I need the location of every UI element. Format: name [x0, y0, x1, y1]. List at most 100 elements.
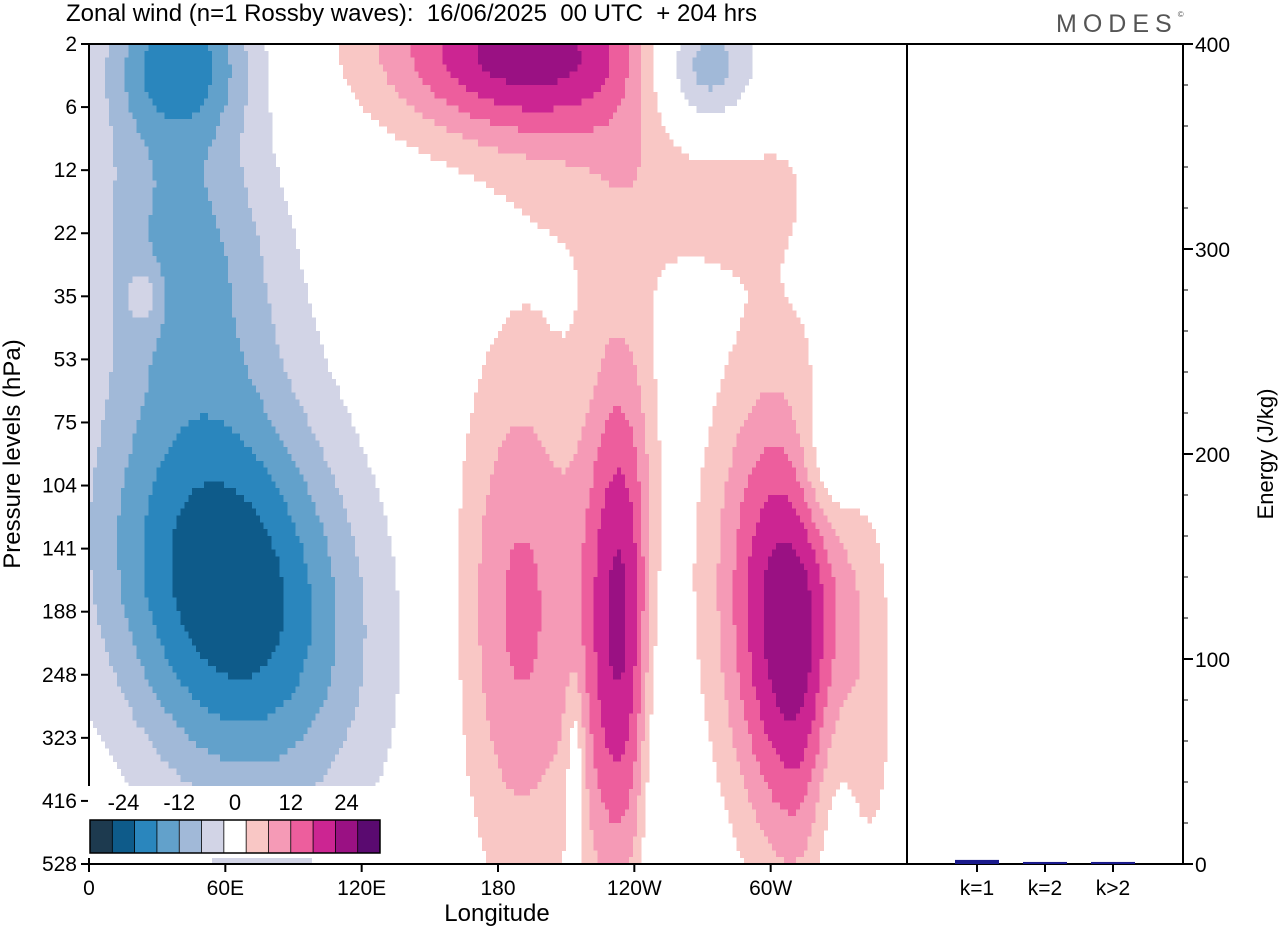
contour-cell: [605, 126, 610, 134]
contour-cell: [227, 249, 233, 257]
contour-cell: [136, 44, 142, 52]
contour-cell: [533, 146, 539, 154]
contour-cell: [660, 221, 666, 230]
contour-cell: [744, 310, 749, 318]
contour-cell: [140, 201, 146, 209]
contour-cell: [490, 153, 495, 161]
contour-cell: [450, 132, 455, 141]
contour-cell: [430, 85, 436, 93]
contour-cell: [692, 235, 698, 243]
contour-cell: [259, 57, 265, 66]
contour-cell: [573, 221, 579, 230]
contour-cell: [128, 105, 134, 113]
contour-cell: [279, 269, 285, 277]
contour-cell: [545, 44, 551, 52]
contour-cell: [593, 290, 598, 298]
contour-cell: [625, 78, 630, 86]
contour-cell: [553, 78, 559, 86]
contour-cell: [108, 98, 114, 107]
contour-cell: [517, 85, 523, 93]
contour-cell: [692, 78, 698, 86]
contour-cell: [569, 187, 575, 195]
contour-cell: [744, 167, 749, 175]
contour-cell: [410, 64, 416, 72]
contour-cell: [120, 242, 126, 250]
contour-cell: [267, 242, 273, 250]
contour-cell: [589, 208, 594, 216]
contour-cell: [716, 64, 721, 72]
contour-cell: [96, 331, 102, 339]
contour-cell: [644, 187, 650, 195]
contour-cell: [208, 50, 213, 59]
contour-cell: [140, 167, 146, 175]
contour-cell: [490, 78, 495, 86]
contour-cell: [156, 71, 162, 79]
contour-cell: [498, 112, 503, 120]
contour-cell: [410, 119, 416, 127]
contour-cell: [168, 235, 173, 243]
contour-cell: [92, 167, 98, 175]
contour-cell: [152, 201, 158, 209]
contour-cell: [490, 64, 495, 72]
contour-cell: [410, 132, 416, 141]
contour-cell: [208, 331, 213, 339]
contour-cell: [541, 119, 547, 127]
contour-cell: [263, 139, 269, 148]
contour-cell: [216, 146, 221, 154]
contour-cell: [164, 78, 170, 86]
contour-cell: [366, 105, 372, 113]
contour-cell: [752, 228, 757, 236]
contour-cell: [275, 187, 281, 195]
contour-cell: [660, 146, 666, 154]
contour-cell: [775, 331, 781, 339]
contour-cell: [466, 64, 471, 72]
contour-cell: [104, 64, 110, 72]
contour-cell: [263, 269, 269, 277]
contour-cell: [692, 85, 698, 93]
contour-cell: [561, 235, 567, 243]
contour-cell: [720, 242, 725, 250]
contour-cell: [112, 276, 118, 284]
contour-cell: [188, 187, 193, 195]
contour-cell: [208, 132, 213, 141]
contour-cell: [585, 78, 590, 86]
contour-cell: [509, 132, 515, 141]
contour-cell: [787, 228, 793, 236]
contour-cell: [231, 112, 237, 120]
contour-cell: [486, 98, 491, 107]
contour-cell: [517, 50, 523, 59]
contour-cell: [466, 85, 471, 93]
contour-cell: [537, 324, 543, 332]
contour-cell: [617, 71, 622, 79]
contour-cell: [787, 310, 793, 318]
contour-cell: [478, 146, 483, 154]
contour-cell: [168, 276, 173, 284]
contour-cell: [644, 105, 650, 113]
contour-cell: [116, 208, 122, 216]
contour-cell: [160, 71, 166, 79]
contour-cell: [402, 119, 408, 127]
contour-cell: [188, 64, 193, 72]
contour-cell: [589, 64, 594, 72]
contour-cell: [783, 173, 789, 182]
contour-cell: [227, 91, 233, 100]
contour-cell: [168, 187, 173, 195]
contour-cell: [644, 180, 650, 189]
contour-cell: [180, 153, 185, 161]
contour-cell: [648, 98, 654, 107]
contour-cell: [120, 180, 126, 189]
contour-cell: [740, 235, 745, 243]
contour-cell: [466, 71, 471, 79]
contour-cell: [760, 310, 765, 318]
contour-cell: [224, 146, 229, 154]
contour-cell: [768, 208, 773, 216]
contour-cell: [267, 221, 273, 230]
contour-cell: [200, 242, 205, 250]
contour-cell: [212, 324, 217, 332]
contour-cell: [672, 167, 678, 175]
contour-cell: [148, 112, 154, 120]
contour-cell: [116, 160, 122, 168]
contour-cell: [636, 331, 642, 339]
contour-cell: [275, 194, 281, 202]
contour-cell: [509, 194, 515, 202]
